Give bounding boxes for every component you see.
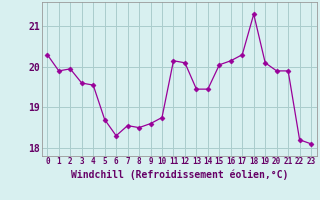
X-axis label: Windchill (Refroidissement éolien,°C): Windchill (Refroidissement éolien,°C): [70, 169, 288, 180]
